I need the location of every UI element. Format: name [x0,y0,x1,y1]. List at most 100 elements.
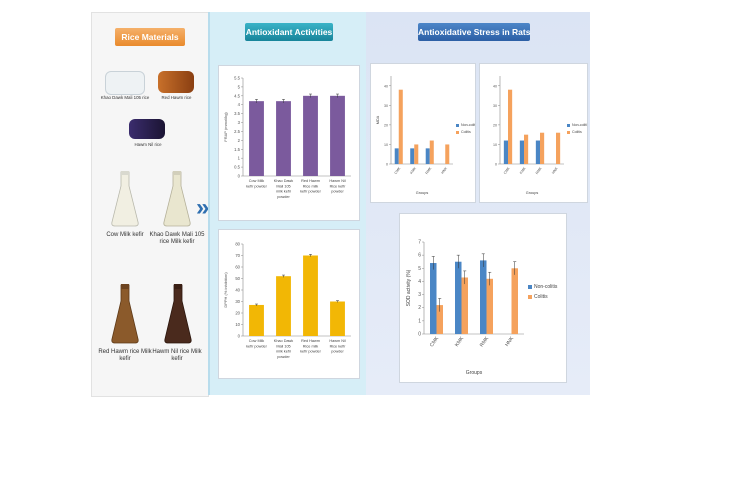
rice-sample-red-hawm: Red Hawm rice [154,65,199,102]
x-axis-label: Groups [416,191,429,195]
x-tick-label: Rice kefir [330,184,347,188]
legend-label: Colitis [534,294,548,300]
bar [303,255,318,336]
kefir-label-cow: Cow Milk kefir [106,232,144,238]
dpph-chart: 0 10 20 30 40 50 60 70 80 DPPH (% inhibition) Cow … [223,242,351,359]
bar-colitis [508,89,513,164]
bar-non-colitis [394,148,399,164]
legend-label: Non-colitis [461,123,475,127]
arrow-chevron-icon: » [196,194,210,221]
bar-non-colitis [430,263,437,334]
x-tick-label: Cow Milk [249,179,265,183]
rice-sample-label: Red Hawm rice [161,95,192,100]
y-tick-label: 3 [418,292,421,298]
y-tick-label: 20 [493,123,497,127]
bar-non-colitis [535,140,540,164]
rice-sample-image [105,71,145,95]
y-tick-label: 5 [238,84,241,89]
rice-materials-panel: Rice Materials Khao Dawk Mali 105 rice R… [91,12,209,397]
y-tick-label: 0 [495,163,497,167]
x-tick-label: CMK [394,166,402,175]
bar-colitis [414,144,419,164]
x-tick-label: RMK [425,166,433,175]
x-tick-label: kefir powder [246,184,267,188]
x-axis-label: Groups [526,191,539,195]
y-tick-label: 1.5 [234,147,240,152]
sod-chart-card: 0 1 2 3 4 5 6 7 SOD activity (%) CMK KMK RMK HNK Grou… [399,213,567,383]
x-tick-label: Rice milk [303,344,319,348]
x-tick-label: KMK [519,166,527,175]
bar-non-colitis [519,140,524,164]
legend-label: Colitis [572,130,582,134]
bar-colitis [540,132,545,164]
bar-non-colitis [425,148,430,164]
y-tick-label: 0 [418,332,421,338]
rice-materials-header: Rice Materials [115,28,185,46]
x-tick-label: kefir powder [300,350,321,354]
x-tick-label: Rice milk [303,184,319,188]
y-tick-label: 20 [384,123,388,127]
y-tick-label: 40 [384,84,388,88]
y-tick-label: 5 [418,266,421,272]
x-tick-label: powder [277,195,290,199]
bar [249,304,264,336]
y-tick-label: 10 [384,143,388,147]
x-tick-label: powder [331,350,344,354]
y-tick-label: 30 [493,104,497,108]
y-tick-label: 2.5 [234,129,240,134]
x-tick-label: Khao Dawk [274,179,294,183]
y-tick-label: 4.5 [234,93,240,98]
bar-non-colitis [410,148,415,164]
x-tick-label: Cow Milk [249,339,265,343]
y-tick-label: 1 [238,156,241,161]
y-tick-label: 4 [418,279,421,285]
y-tick-label: 0 [238,174,241,179]
y-axis-label: FRAP (mmol/kg) [223,112,228,142]
x-tick-label: Rice kefir [330,344,347,348]
y-tick-label: 0.5 [234,165,240,170]
y-tick-label: 1 [418,318,421,324]
y-tick-label: 4 [238,102,241,107]
y-tick-label: 3.5 [234,111,240,116]
second-stress-chart-card: 0 10 20 30 40 CMK KMK RMK HNK Groups Non-colitis Co… [479,63,589,203]
bar [249,101,264,176]
bar-colitis [398,89,403,164]
y-tick-label: 2 [238,138,241,143]
dpph-chart-card: 0 10 20 30 40 50 60 70 80 DPPH (% inhibition) Cow … [218,229,360,379]
bar-colitis [486,278,493,334]
bar [276,101,291,176]
legend-swatch [528,295,532,299]
y-tick-label: 7 [418,240,421,246]
y-tick-label: 30 [235,299,240,304]
mda-chart: 0 10 20 30 40 MDA CMK KMK RMK HNK Groups Non-coliti… [376,76,478,195]
x-tick-label: Hawm Nil [329,339,345,343]
y-axis-label: SOD activity (%) [406,269,412,306]
bar-colitis [524,134,529,164]
legend-swatch [456,124,459,127]
bar-non-colitis [455,261,462,334]
stress-chart-2: 0 10 20 30 40 CMK KMK RMK HNK Groups Non-colitis Co… [493,76,589,195]
legend-swatch [528,285,532,289]
y-tick-label: 80 [235,242,240,247]
x-tick-label: Red Hawm [301,339,320,343]
sod-chart: 0 1 2 3 4 5 6 7 SOD activity (%) CMK KMK RMK HNK Grou… [406,240,558,377]
antioxidative-stress-header: Antioxidative Stress in Rats [418,23,530,41]
x-tick-label: milk kefir [276,350,292,354]
y-tick-label: 50 [235,276,240,281]
y-tick-label: 0 [238,334,241,339]
rice-sample-image [129,119,165,139]
rice-sample-image [158,71,194,93]
kefir-flask-hawm-nil [164,284,192,344]
frap-chart: 0 0.5 1 1.5 2 2.5 3 3.5 4 4.5 5 5.5 FRAP (mmol/kg) Co… [223,76,351,199]
x-tick-label: Mali 105 [276,184,290,188]
x-tick-label: HNK [551,166,559,175]
x-tick-label: HNK [440,166,448,175]
y-axis-label: MDA [376,115,380,124]
antioxidative-stress-panel: Antioxidative Stress in Rats 0 10 20 30 40 MD… [366,12,590,395]
bar-colitis [436,305,443,334]
y-tick-label: 2 [418,305,421,311]
bar-colitis [429,140,434,164]
x-tick-label: powder [277,355,290,359]
antioxidant-activities-panel: Antioxidant Activities 0 0.5 1 1.5 2 2.5 3 3.5 4… [208,12,367,395]
bar-non-colitis [480,260,487,334]
